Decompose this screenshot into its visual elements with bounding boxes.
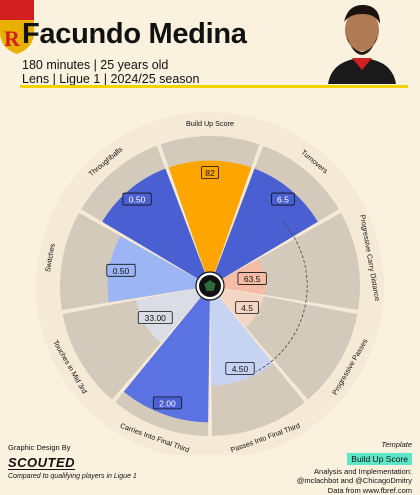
scouted-logo: SCOUTED (8, 455, 76, 470)
comparison-note: Compared to qualifying players in Ligue … (8, 473, 137, 480)
design-credit-label: Graphic Design By (8, 443, 71, 452)
value-label-throughballs: 0.50 (129, 195, 146, 205)
value-box-build-up-score (200, 166, 219, 179)
value-box-throughballs (122, 192, 152, 206)
value-label-touches-in-mid-3rd: 33.00 (145, 313, 167, 323)
value-label-progressive-passes: 4.5 (241, 303, 253, 313)
footer-left: Graphic Design By SCOUTED Compared to qu… (8, 443, 148, 481)
data-source: Data from www.fbref.com (327, 485, 412, 495)
value-box-passes-into-final-third (225, 361, 255, 375)
radial-bar-chart: 82 6.5 63.5 4.5 4.50 2.00 33.00 0.50 0.50 Build U… (36, 112, 384, 455)
value-box-carries-into-final-third (152, 396, 183, 410)
analysis-credit-handles: @mclachbot and @ChicagoDmitry (296, 476, 412, 486)
value-label-passes-into-final-third: 4.50 (232, 364, 249, 374)
value-box-progressive-passes (235, 300, 259, 314)
bar-carries-into-final-third (123, 296, 210, 423)
player-info-minutes-age: 180 minutes | 25 years old (22, 58, 169, 72)
center-ball-pentagon (204, 280, 216, 291)
player-info-club-season: Lens | Ligue 1 | 2024/25 season (22, 72, 200, 86)
template-badge: Build Up Score (347, 453, 412, 465)
category-label-build-up-score: Build Up Score (186, 119, 234, 128)
value-box-progressive-carry-distance (237, 272, 267, 285)
reference-arc (255, 220, 308, 373)
value-label-carries-into-final-third: 2.00 (159, 398, 176, 408)
analysis-credit-label: Analysis and Implementation: (314, 467, 412, 476)
bar-switches (107, 236, 198, 303)
footer-right: Template Build Up Score Analysis and Imp… (242, 440, 412, 495)
template-label: Template (381, 440, 412, 449)
svg-text:R: R (4, 26, 21, 51)
value-box-touches-in-mid-3rd (137, 311, 173, 325)
header-divider (20, 85, 408, 88)
player-name: Facundo Medina (22, 18, 247, 50)
value-label-build-up-score: 82 (205, 168, 215, 178)
value-label-switches: 0.50 (113, 266, 130, 276)
value-label-progressive-carry-distance: 63.5 (244, 274, 261, 284)
value-box-switches (106, 263, 136, 277)
value-box-turnovers (271, 192, 295, 206)
club-crest: R (0, 0, 34, 54)
value-label-turnovers: 6.5 (277, 195, 289, 205)
bar-build-up-score (168, 160, 252, 273)
player-photo (328, 4, 396, 84)
